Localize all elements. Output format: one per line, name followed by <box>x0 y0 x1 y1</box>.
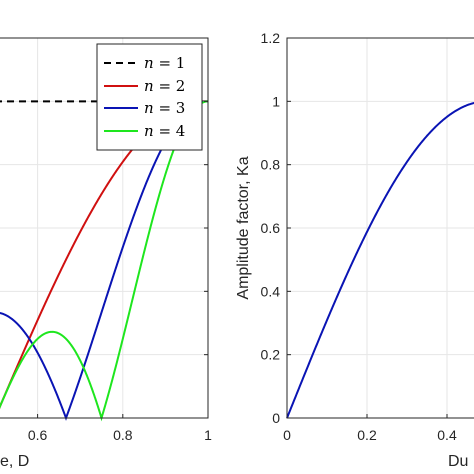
right-ticks: 0 0.2 0.4 0 0.2 0.4 0.6 0.8 1 1.2 <box>261 30 457 443</box>
right-x-tick-label: 0.2 <box>357 427 377 443</box>
left-x-tick-label: 0.6 <box>28 427 48 443</box>
legend-label-n1: n = 1 <box>144 54 185 72</box>
right-series-line <box>286 101 474 419</box>
right-y-tick-label: 1 <box>272 93 280 109</box>
left-x-tick-label: 1 <box>204 427 212 443</box>
left-x-axis-label: e, D <box>0 453 29 470</box>
right-x-tick-label: 0.4 <box>437 427 457 443</box>
right-y-axis-label: Amplitude factor, Ka <box>235 156 252 299</box>
left-ticks: 0.6 0.8 1 <box>28 100 212 443</box>
legend-label-n4: n = 4 <box>144 122 185 140</box>
legend-entry-n2: n = 2 <box>104 77 185 95</box>
right-y-tick-label: 0.2 <box>261 347 281 363</box>
legend-label-n2: n = 2 <box>144 77 185 95</box>
right-series <box>286 101 474 419</box>
right-x-tick-label: 0 <box>283 427 291 443</box>
right-grid <box>286 37 474 419</box>
legend-entry-n1: n = 1 <box>104 54 185 72</box>
legend: n = 1 n = 2 n = 3 n = 4 <box>96 43 203 151</box>
right-y-tick-label: 1.2 <box>261 30 281 46</box>
right-y-tick-label: 0.6 <box>261 220 281 236</box>
left-chart: 0.6 0.8 1 e, D n = 1 n = 2 n = 3 n = 4 <box>0 37 212 470</box>
left-x-tick-label: 0.8 <box>113 427 133 443</box>
right-y-tick-label: 0.8 <box>261 157 281 173</box>
right-chart: 0 0.2 0.4 0 0.2 0.4 0.6 0.8 1 1.2 Amplitude facto… <box>235 30 474 470</box>
legend-entry-n3: n = 3 <box>104 99 185 117</box>
right-y-tick-label: 0 <box>272 410 280 426</box>
legend-entry-n4: n = 4 <box>104 122 185 140</box>
right-x-axis-label: Du <box>448 453 468 470</box>
right-y-tick-label: 0.4 <box>261 283 281 299</box>
legend-label-n3: n = 3 <box>144 99 185 117</box>
legend-box <box>96 43 203 151</box>
